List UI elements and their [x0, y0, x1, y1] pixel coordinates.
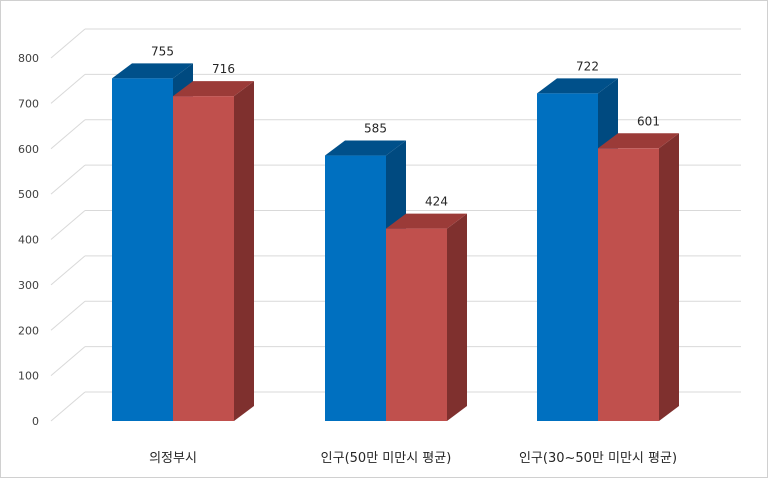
bar	[386, 228, 447, 421]
bar-top	[537, 78, 618, 94]
gridline-side	[50, 391, 86, 422]
bar-top	[173, 81, 254, 97]
y-tick-label: 100	[18, 370, 39, 383]
bar	[112, 78, 173, 421]
y-tick-label: 0	[32, 415, 39, 428]
bar-top	[598, 133, 679, 149]
x-category-label: 의정부시	[149, 451, 197, 466]
gridline-side	[50, 28, 86, 59]
bar-side	[659, 133, 679, 421]
y-tick-label: 300	[18, 279, 39, 292]
gridline-side	[50, 346, 86, 377]
bar-top	[112, 63, 193, 79]
y-tick-label: 200	[18, 324, 39, 337]
bar	[325, 155, 386, 421]
data-label: 716	[212, 62, 235, 76]
y-tick-label: 500	[18, 188, 39, 201]
y-tick-label: 700	[18, 97, 39, 110]
gridline-side	[50, 210, 86, 240]
data-label: 722	[576, 59, 599, 73]
gridline-side	[50, 119, 86, 150]
bar	[173, 96, 234, 422]
gridline-side	[50, 300, 86, 331]
data-label: 601	[637, 114, 660, 128]
gridline-side	[50, 73, 86, 104]
x-category-label: 인구(30~50만 미만시 평균)	[519, 451, 677, 466]
y-tick-label: 400	[18, 234, 39, 247]
y-tick-label: 800	[18, 52, 39, 65]
bar-top	[325, 140, 406, 156]
bar-side	[447, 213, 467, 421]
y-tick-label: 600	[18, 143, 39, 156]
bar	[598, 148, 659, 421]
gridline-side	[50, 255, 86, 286]
bar-side	[234, 81, 254, 422]
data-label: 755	[151, 44, 174, 58]
bar	[537, 93, 598, 421]
data-label: 424	[425, 195, 448, 209]
x-category-label: 인구(50만 미만시 평균)	[321, 451, 452, 466]
bar-top	[386, 213, 467, 229]
data-label: 585	[364, 122, 387, 136]
gridline-side	[50, 164, 86, 195]
